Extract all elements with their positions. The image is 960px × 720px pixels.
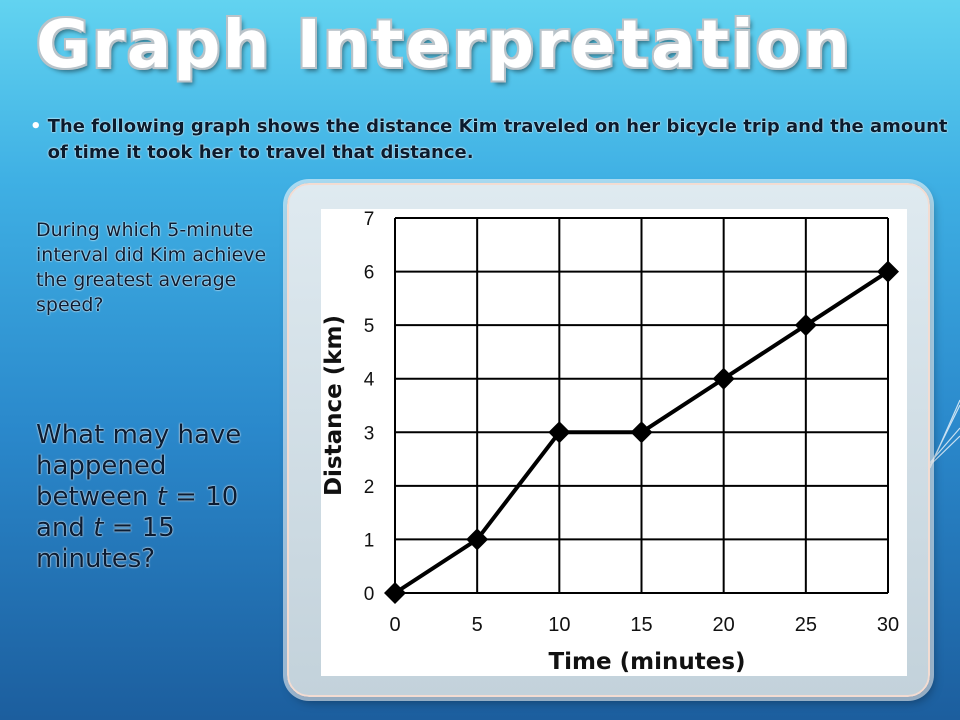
data-point-marker — [384, 582, 406, 604]
y-tick-label: 5 — [364, 316, 375, 337]
y-tick-label: 2 — [364, 477, 375, 498]
y-axis-title: Distance (km) — [321, 315, 347, 496]
x-tick-label: 15 — [630, 614, 652, 636]
question-text-c: = 15 minutes? — [36, 513, 175, 574]
x-tick-label: 30 — [877, 614, 899, 636]
question-text-b: = 10 and — [36, 482, 239, 543]
question-interval: During which 5-minute interval did Kim a… — [36, 219, 267, 316]
question-variable-t2: t — [93, 513, 104, 543]
y-tick-label: 4 — [364, 370, 375, 391]
y-tick-label: 3 — [364, 423, 375, 444]
bullet-item: • The following graph shows the distance… — [30, 114, 950, 166]
data-point-marker — [548, 421, 571, 444]
x-tick-label: 20 — [713, 614, 735, 636]
y-tick-label: 7 — [364, 209, 375, 230]
x-tick-label: 0 — [389, 614, 400, 636]
data-point-marker — [794, 314, 817, 337]
question-happened: What may have happened between t = 10 an… — [36, 420, 286, 575]
y-tick-label: 1 — [364, 530, 375, 551]
question-text-a: What may have happened between — [36, 420, 242, 512]
y-tick-label: 6 — [364, 263, 375, 284]
data-point-marker — [466, 528, 489, 551]
bullet-text: The following graph shows the distance K… — [47, 116, 948, 163]
slide-title: Graph Interpretation — [36, 6, 853, 83]
bullet-marker: • — [30, 116, 42, 137]
x-tick-label: 10 — [548, 614, 570, 636]
x-axis-title: Time (minutes) — [548, 649, 745, 675]
data-point-marker — [877, 260, 899, 283]
data-point-marker — [712, 367, 735, 390]
data-point-marker — [630, 421, 653, 444]
chart-panel — [321, 209, 907, 676]
x-tick-label: 5 — [472, 614, 483, 636]
y-tick-label: 0 — [364, 584, 375, 605]
distance-time-chart: 0 1 2 3 4 5 6 7 0 5 10 15 20 25 30 Time (minutes) Distan… — [321, 209, 907, 676]
x-tick-label: 25 — [795, 614, 817, 636]
chart-frame: 0 1 2 3 4 5 6 7 0 5 10 15 20 25 30 Time (minutes) Distan… — [287, 183, 930, 697]
question-variable-t1: t — [156, 482, 167, 512]
